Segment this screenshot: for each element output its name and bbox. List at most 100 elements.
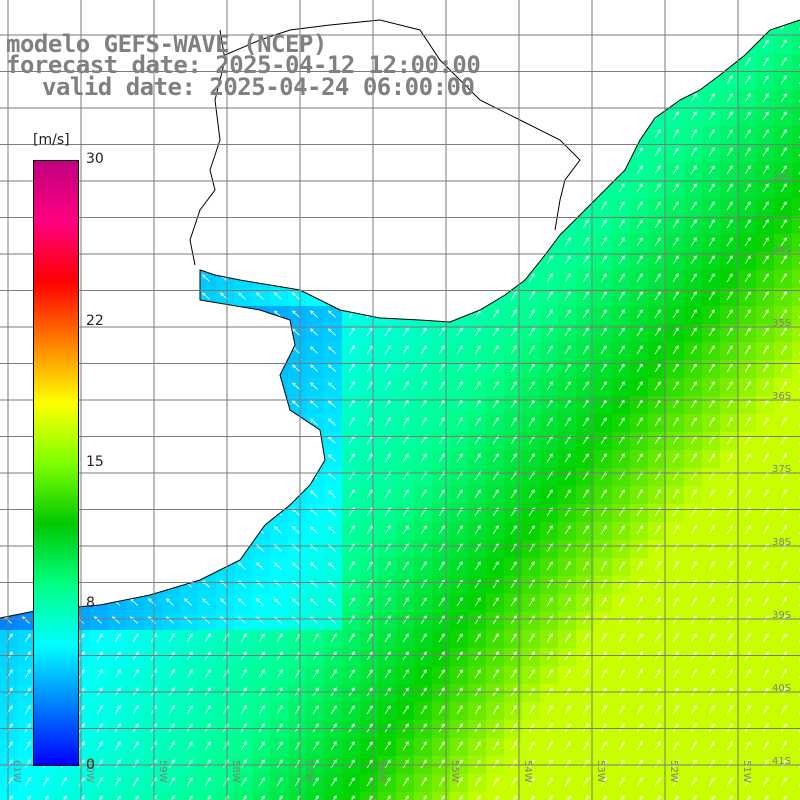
wind-arrow — [402, 633, 409, 643]
wind-arrow — [636, 561, 643, 571]
wind-arrow — [708, 525, 715, 535]
wind-arrow — [636, 525, 643, 535]
wind-arrow — [690, 237, 697, 247]
wind-arrow — [690, 723, 697, 733]
wind-arrow — [402, 741, 409, 751]
wind-arrow — [42, 777, 49, 787]
wind-arrow — [600, 291, 607, 301]
wind-arrow — [348, 381, 355, 391]
wind-arrow — [348, 561, 355, 571]
wind-arrow — [654, 759, 661, 769]
wind-arrow — [618, 741, 625, 751]
wind-arrow — [708, 759, 715, 769]
wind-arrow — [366, 777, 373, 787]
wind-arrow — [582, 705, 589, 715]
wind-arrow — [582, 255, 589, 265]
wind-arrow — [582, 237, 589, 247]
wind-arrow — [528, 381, 535, 391]
wind-arrow — [780, 219, 787, 229]
wind-arrow — [780, 615, 787, 625]
wind-cell — [792, 18, 800, 36]
wind-arrow — [708, 489, 715, 499]
wind-arrow — [510, 633, 517, 643]
wind-arrow — [204, 759, 211, 769]
wind-arrow — [546, 777, 553, 787]
wind-arrow — [636, 237, 643, 247]
wind-cell — [792, 432, 800, 450]
wind-arrow — [600, 219, 607, 229]
wind-arrow — [132, 741, 139, 751]
wind-arrow — [690, 201, 697, 211]
wind-arrow — [672, 759, 679, 769]
wind-arrow — [420, 345, 427, 355]
wind-arrow — [366, 615, 373, 625]
wind-arrow — [672, 345, 679, 355]
longitude-label: 52W — [668, 760, 679, 783]
wind-arrow — [96, 759, 103, 769]
wind-arrow — [762, 237, 769, 247]
wind-cell — [792, 288, 800, 306]
wind-arrow — [672, 669, 679, 679]
wind-arrow — [204, 723, 211, 733]
wind-cell — [0, 792, 18, 800]
wind-cell — [792, 504, 800, 522]
wind-arrow — [546, 705, 553, 715]
wind-arrow — [780, 237, 787, 247]
wind-arrow — [510, 327, 517, 337]
wind-arrow — [636, 345, 643, 355]
wind-arrow — [456, 345, 463, 355]
wind-arrow — [690, 273, 697, 283]
wind-cell — [162, 792, 180, 800]
wind-arrow — [114, 759, 121, 769]
wind-arrow — [600, 633, 607, 643]
wind-arrow — [582, 777, 589, 787]
wind-arrow — [438, 489, 445, 499]
wind-arrow — [690, 219, 697, 229]
wind-arrow — [762, 417, 769, 427]
wind-cell — [792, 36, 800, 54]
wind-arrow — [291, 400, 300, 408]
wind-arrow — [708, 219, 715, 229]
wind-arrow — [582, 759, 589, 769]
wind-arrow — [672, 579, 679, 589]
wind-arrow — [474, 615, 481, 625]
wind-arrow — [420, 633, 427, 643]
wind-arrow — [582, 417, 589, 427]
wind-arrow — [546, 525, 553, 535]
wind-arrow — [474, 525, 481, 535]
wind-arrow — [708, 327, 715, 337]
wind-arrow — [672, 489, 679, 499]
wind-arrow — [780, 57, 787, 67]
wind-arrow — [420, 489, 427, 499]
wind-arrow — [708, 741, 715, 751]
wind-arrow — [600, 597, 607, 607]
colorbar-tick-label: 30 — [86, 151, 104, 167]
wind-cell — [252, 792, 270, 800]
wind-arrow — [690, 309, 697, 319]
wind-arrow — [600, 615, 607, 625]
wind-arrow — [618, 327, 625, 337]
wind-arrow — [510, 759, 517, 769]
wind-arrow — [780, 741, 787, 751]
wind-arrow — [255, 598, 264, 606]
wind-arrow — [726, 291, 733, 301]
wind-arrow — [618, 669, 625, 679]
wind-arrow — [420, 705, 427, 715]
wind-arrow — [618, 273, 625, 283]
wind-arrow — [240, 723, 247, 733]
longitude-label: 59W — [157, 760, 168, 783]
wind-arrow — [438, 741, 445, 751]
wind-arrow — [726, 345, 733, 355]
wind-arrow — [510, 525, 517, 535]
wind-arrow — [366, 345, 373, 355]
longitude-label: 54W — [522, 760, 533, 783]
wind-arrow — [528, 309, 535, 319]
wind-cell — [558, 792, 576, 800]
wind-arrow — [636, 489, 643, 499]
wind-arrow — [726, 237, 733, 247]
wind-arrow — [474, 669, 481, 679]
wind-arrow — [366, 633, 373, 643]
wind-arrow — [582, 525, 589, 535]
wind-arrow — [600, 669, 607, 679]
wind-arrow — [744, 219, 751, 229]
